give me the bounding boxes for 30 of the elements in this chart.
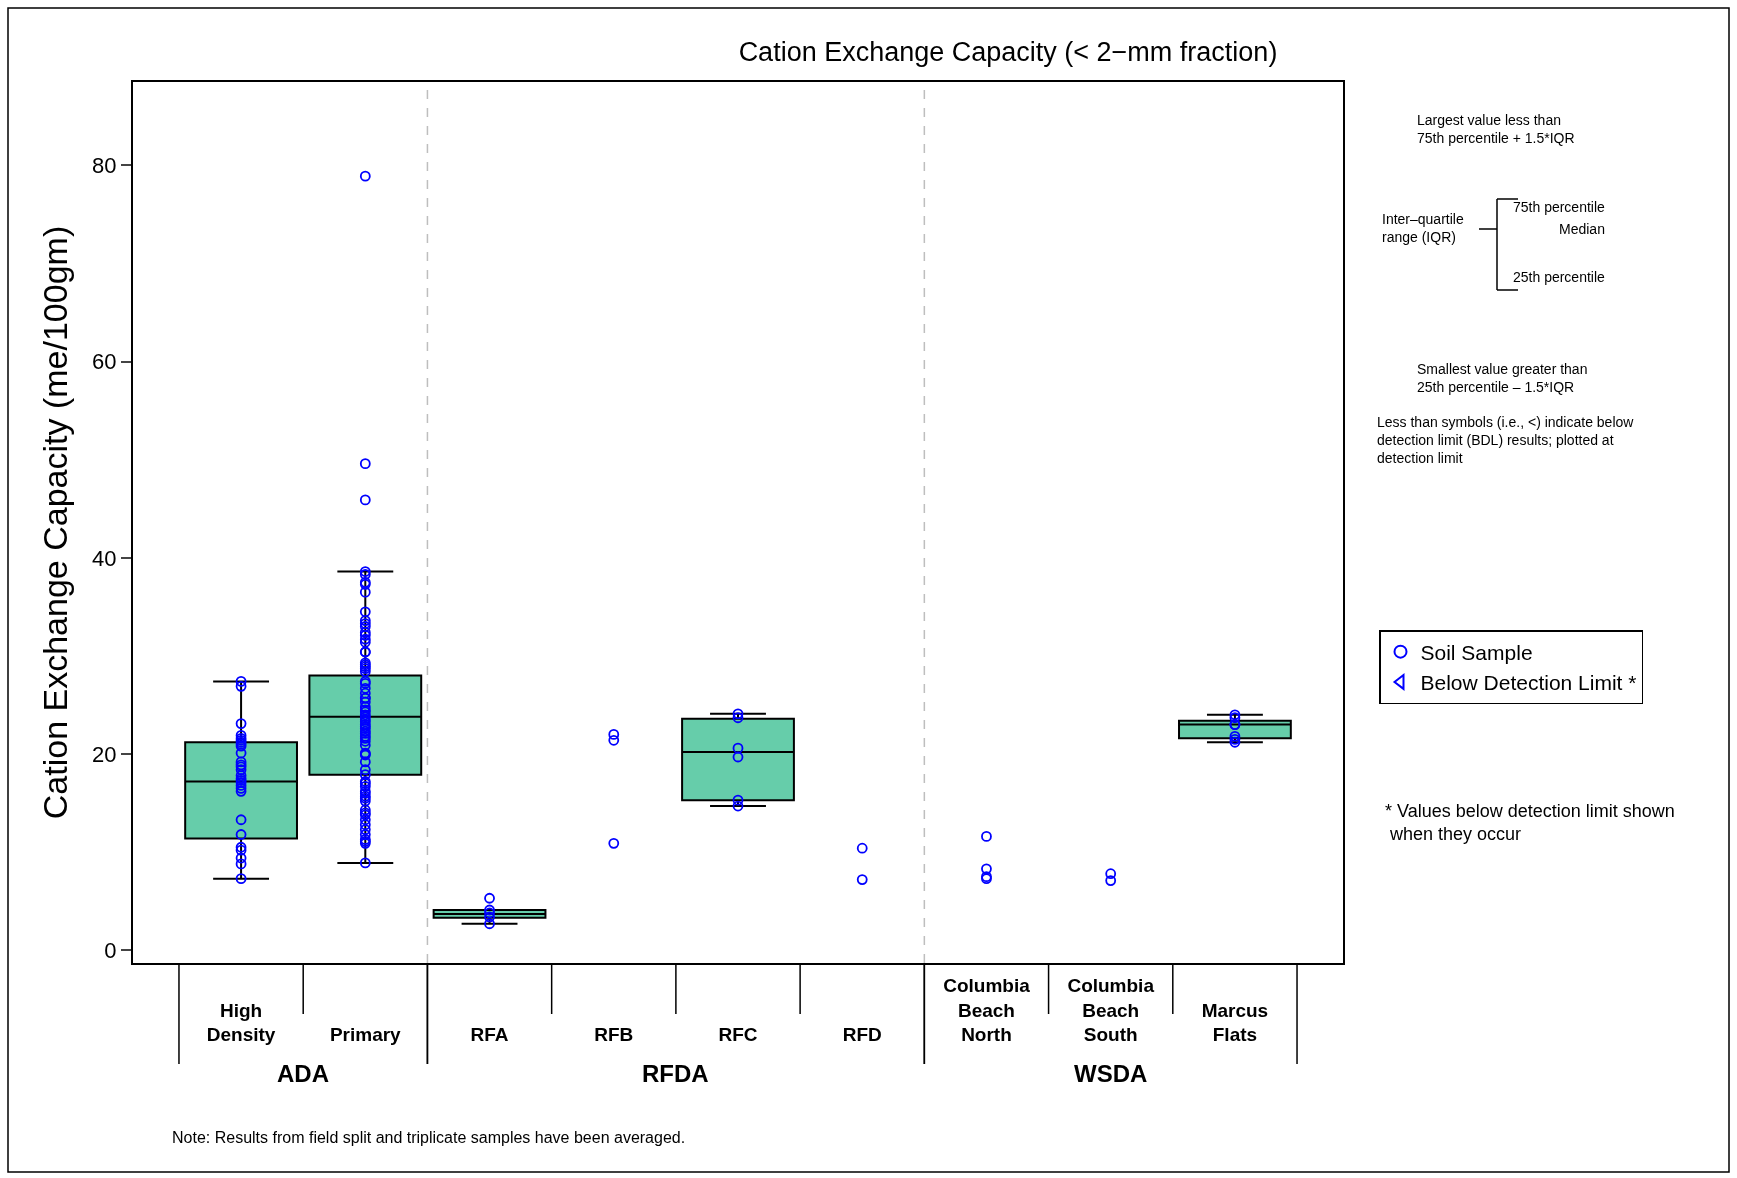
- x-tick-label: RFC: [718, 1024, 758, 1046]
- x-tick-label: Columbia Beach South: [1067, 974, 1155, 1046]
- y-tick-label: 20: [92, 741, 117, 767]
- y-axis-title: Cation Exchange Capacity (me/100gm): [36, 225, 75, 820]
- x-tick-label: RFA: [470, 1024, 509, 1046]
- x-tick-label: RFB: [594, 1024, 634, 1046]
- text: WSDA: [1074, 1060, 1148, 1087]
- legend-label: Below Detection Limit *: [1420, 671, 1637, 695]
- y-tick-label: 0: [104, 937, 117, 963]
- y-tick-label: 80: [92, 153, 117, 179]
- text: Largest value less than 75th percentile + 1.5*IQR: [1417, 112, 1575, 147]
- text: 25th percentile: [1513, 269, 1606, 285]
- text: Smallest value greater than 25th percentile – 1.5*IQR: [1417, 361, 1588, 396]
- y-tick-label: 40: [92, 545, 117, 571]
- text: Note: Results from field split and triplicate samples have been averaged.: [172, 1129, 686, 1146]
- x-tick-label: Primary: [329, 1024, 402, 1046]
- text: 75th percentile: [1513, 199, 1606, 215]
- x-tick-label: High Density: [206, 999, 276, 1046]
- x-tick-label: RFD: [842, 1024, 882, 1046]
- chart-title: Cation Exchange Capacity (< 2−mm fraction): [738, 37, 1278, 68]
- x-tick-label: Columbia Beach North: [943, 974, 1031, 1046]
- text: * Values below detection limit shown when they occur: [1385, 801, 1675, 845]
- y-tick-label: 60: [92, 349, 117, 375]
- x-tick-label: Marcus Flats: [1201, 999, 1269, 1046]
- text: Median: [1559, 221, 1605, 237]
- legend-label: Soil Sample: [1420, 640, 1533, 664]
- text: ADA: [277, 1060, 329, 1087]
- text: Inter–quartile range (IQR): [1382, 211, 1464, 246]
- text: RFDA: [642, 1060, 709, 1087]
- text: Less than symbols (i.e., <) indicate below detection limit (BDL) results; plotted at detection limit: [1377, 414, 1635, 467]
